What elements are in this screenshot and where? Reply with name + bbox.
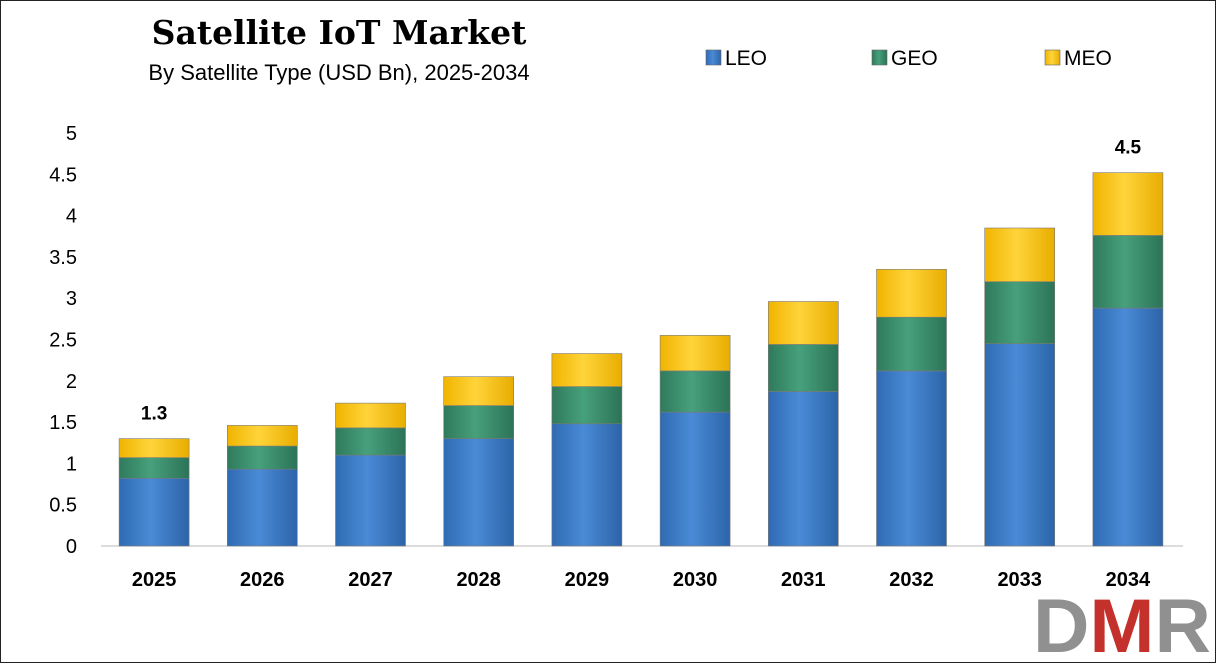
y-tick-label: 1.5 [49,412,77,434]
data-label-2034: 4.5 [1115,138,1142,159]
x-tick-label: 2025 [132,569,177,591]
bar-meo-2025 [118,438,190,458]
y-tick-label: 0.5 [49,495,77,517]
data-labels: 1.3 4.5 [141,138,1142,425]
data-label-2025: 1.3 [141,404,167,425]
bar-leo-2034 [1092,307,1164,547]
bars [118,172,1164,547]
y-tick-label: 3 [66,288,77,310]
x-tick-label: 2031 [781,569,826,591]
x-tick-label: 2033 [997,569,1042,591]
bar-meo-2033 [984,227,1056,282]
bar-meo-2034 [1092,172,1164,236]
bar-geo-2029 [551,386,623,425]
bar-geo-2033 [984,281,1056,344]
chart-subtitle: By Satellite Type (USD Bn), 2025-2034 [148,60,529,85]
y-tick-label: 2.5 [49,330,77,352]
bar-leo-2033 [984,343,1056,547]
y-tick-label: 0 [66,536,77,558]
bar-meo-2027 [335,402,406,429]
x-tick-label: 2028 [456,569,501,591]
bar-geo-2027 [335,427,406,456]
y-tick-label: 4 [66,206,77,228]
bar-geo-2028 [443,405,515,439]
x-tick-label: 2029 [565,569,610,591]
y-tick-label: 5 [66,123,77,145]
x-tick-label: 2032 [889,569,934,591]
bar-geo-2032 [876,316,947,372]
bar-meo-2031 [767,301,839,345]
y-axis: 0 0.5 1 1.5 2 2.5 3 3.5 4 4.5 5 [49,123,77,558]
bar-geo-2026 [227,445,298,470]
bar-leo-2029 [551,423,623,547]
bar-geo-2034 [1092,235,1164,309]
legend-label-leo: LEO [725,47,767,70]
y-tick-label: 4.5 [49,164,77,186]
bar-leo-2030 [659,411,731,547]
x-axis: 2025 2026 2027 2028 2029 2030 2031 2032 2033 2034 [101,545,1183,591]
bar-leo-2028 [443,438,515,547]
bar-meo-2030 [659,335,731,372]
chart-title: Satellite IoT Market [152,13,527,52]
bar-meo-2029 [551,353,623,387]
logo-letter-d: D [1033,584,1089,664]
legend: LEO GEO MEO [705,47,1112,70]
legend-swatch-leo [705,49,722,66]
legend-swatch-meo [1044,49,1061,66]
logo-letter-m: M [1089,584,1154,664]
x-tick-label: 2027 [348,569,393,591]
bar-geo-2031 [767,344,839,392]
bar-leo-2026 [227,468,298,547]
legend-label-geo: GEO [891,47,938,70]
x-tick-label: 2026 [240,569,285,591]
bar-leo-2025 [118,477,190,547]
x-tick-label: 2030 [673,569,718,591]
bar-meo-2028 [443,376,515,406]
bar-geo-2025 [118,457,190,479]
y-tick-label: 2 [66,371,77,393]
legend-swatch-geo [871,49,888,66]
legend-label-meo: MEO [1064,47,1112,70]
y-tick-label: 1 [66,453,77,475]
bar-leo-2031 [767,391,839,547]
bar-meo-2026 [227,425,298,447]
logo-text: DMR [1033,584,1211,664]
y-tick-label: 3.5 [49,247,77,269]
x-tick-label: 2034 [1106,569,1151,591]
bar-meo-2032 [876,268,947,318]
bar-leo-2027 [335,454,406,547]
bar-leo-2032 [876,370,947,547]
logo-letter-r: R [1155,584,1211,664]
dmr-logo: DMR [1033,584,1211,664]
bar-geo-2030 [659,370,731,413]
